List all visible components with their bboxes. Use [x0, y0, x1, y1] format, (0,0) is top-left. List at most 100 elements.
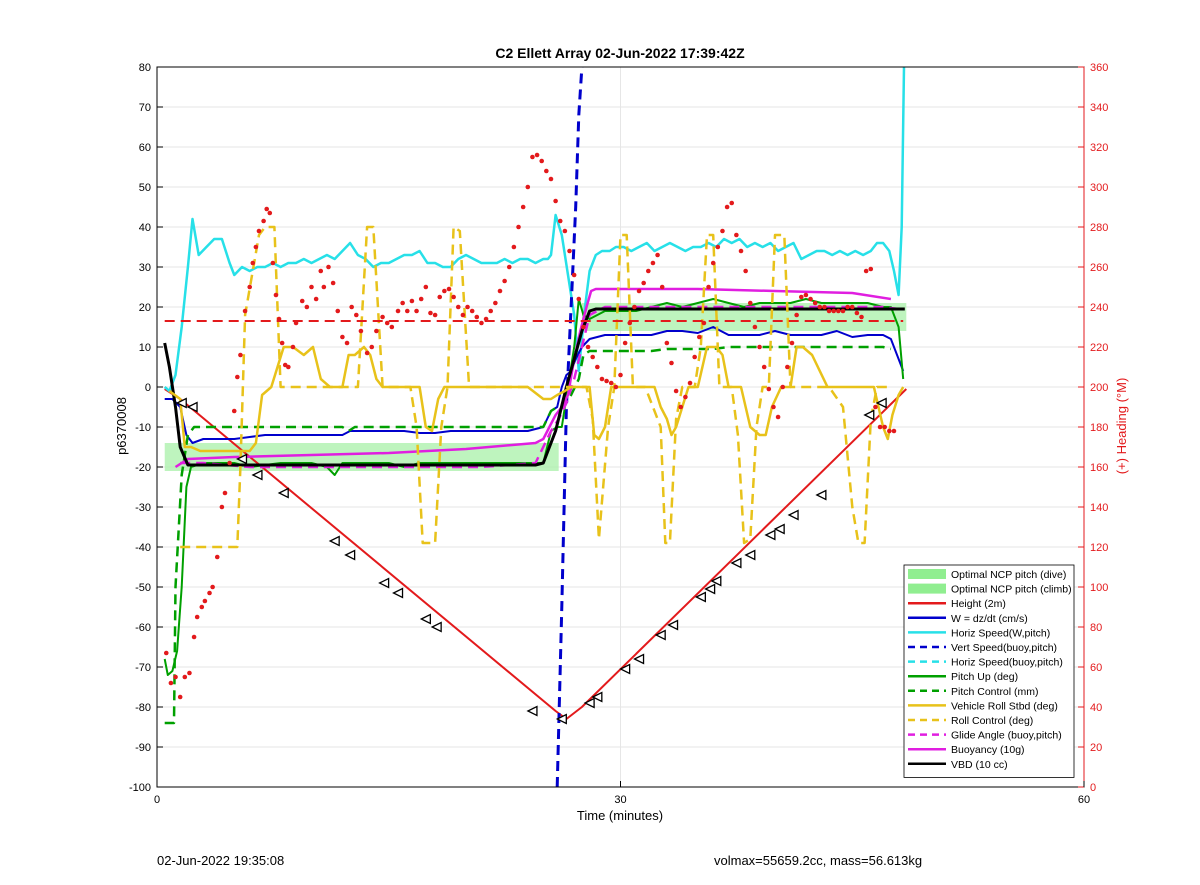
heading-dot	[743, 268, 748, 274]
heading-dot	[187, 670, 192, 676]
heading-dot	[506, 264, 512, 270]
heading-dot	[446, 286, 452, 292]
y2-tick-label: 300	[1090, 182, 1108, 194]
heading-dot	[794, 312, 799, 318]
heading-dot	[780, 384, 786, 390]
heading-dot	[369, 344, 375, 350]
triangle-marker	[730, 557, 742, 569]
triangle-marker	[773, 523, 785, 535]
triangle-marker	[875, 397, 887, 409]
y2-tick-label: 340	[1090, 102, 1108, 114]
triangle-markers	[175, 397, 887, 725]
heading-dot	[380, 314, 385, 320]
heading-dot	[655, 252, 660, 258]
heading-dot	[267, 210, 273, 216]
triangle-marker	[583, 697, 595, 709]
y-tick-label: -30	[135, 502, 151, 514]
y2-tick-label: 280	[1090, 222, 1108, 234]
heading-dot	[766, 386, 772, 392]
x-tick-label: 0	[154, 794, 160, 806]
heading-dot	[409, 298, 415, 304]
heading-dot	[516, 224, 521, 230]
heading-dot	[622, 340, 628, 346]
heading-dot	[437, 294, 443, 300]
heading-dot	[887, 428, 892, 434]
heading-dot	[177, 694, 183, 700]
heading-dot	[859, 314, 864, 320]
legend-label: Vehicle Roll Stbd (deg)	[951, 700, 1058, 712]
heading-dot	[451, 294, 456, 300]
heading-dot	[632, 304, 637, 310]
heading-dot	[194, 614, 200, 620]
y2-tick-label: 40	[1090, 702, 1102, 714]
legend-label: Optimal NCP pitch (climb)	[951, 584, 1072, 596]
series-line	[180, 225, 890, 549]
heading-dot	[389, 324, 395, 330]
heading-dot	[812, 300, 818, 306]
heading-dot	[511, 244, 517, 250]
heading-dot	[210, 584, 215, 590]
heading-dot	[493, 300, 498, 306]
y-axis-label: p6370008	[114, 397, 129, 455]
heading-dot	[534, 152, 540, 158]
y-tick-label: -60	[135, 622, 151, 634]
series-line	[164, 345, 892, 725]
y2-tick-label: 0	[1090, 782, 1096, 794]
heading-dot	[849, 304, 855, 310]
heading-dot	[544, 168, 549, 174]
heading-dot	[618, 372, 623, 378]
legend-box	[903, 564, 1075, 778]
y-tick-label: 80	[139, 62, 151, 74]
y-tick-label: 30	[139, 262, 151, 274]
heading-dot	[863, 268, 869, 274]
series-line	[555, 66, 584, 788]
triangle-marker	[430, 621, 442, 633]
axes: -100-90-80-70-60-50-40-30-20-10010203040…	[129, 62, 1108, 806]
heading-dot	[354, 312, 359, 318]
heading-dot	[557, 218, 563, 224]
triangle-marker	[591, 691, 603, 703]
heading-dot	[576, 296, 582, 302]
heading-dot	[604, 378, 609, 384]
x-tick-label: 30	[614, 794, 626, 806]
heading-dot	[173, 674, 178, 680]
y-tick-label: 0	[145, 382, 151, 394]
y2-axis-label: (+) Heading (°M)	[1114, 378, 1129, 475]
y2-tick-label: 220	[1090, 342, 1108, 354]
series-line	[163, 307, 905, 467]
heading-dot	[404, 308, 410, 314]
heading-dot	[238, 352, 243, 358]
heading-dot	[321, 284, 327, 290]
legend-label: Roll Control (deg)	[951, 715, 1033, 727]
heading-dot	[191, 634, 197, 640]
y-tick-label: 40	[139, 222, 151, 234]
heading-dot	[273, 292, 279, 298]
heading-dot	[214, 554, 220, 560]
heading-dot	[673, 388, 679, 394]
heading-dot	[330, 280, 336, 286]
heading-dot	[335, 308, 341, 314]
heading-dot	[599, 376, 605, 382]
heading-dot	[290, 344, 296, 350]
heading-dot	[247, 284, 252, 290]
y-tick-label: -10	[135, 422, 151, 434]
y-tick-label: -70	[135, 662, 151, 674]
heading-dot	[877, 424, 883, 430]
heading-dot	[222, 490, 228, 496]
y2-tick-label: 160	[1090, 462, 1108, 474]
heading-dot	[428, 310, 433, 316]
heading-dot	[199, 604, 205, 610]
heading-dot	[845, 304, 850, 310]
heading-dot	[761, 364, 767, 370]
legend-label: Optimal NCP pitch (dive)	[951, 569, 1066, 581]
heading-dot	[279, 340, 285, 346]
triangle-marker	[654, 629, 666, 641]
legend-label: Height (2m)	[951, 598, 1006, 610]
triangle-marker	[667, 619, 679, 631]
triangle-marker	[419, 613, 431, 625]
heading-dot	[650, 260, 656, 266]
triangle-marker	[175, 397, 187, 409]
heading-dot	[253, 244, 259, 250]
y-tick-label: 70	[139, 102, 151, 114]
heading-dot	[231, 408, 237, 414]
